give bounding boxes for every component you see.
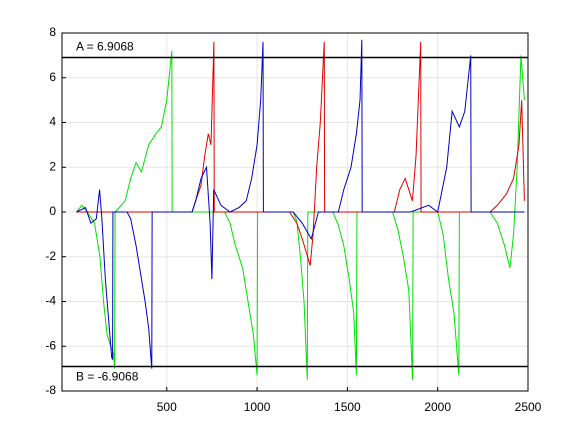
data-line (76, 50, 525, 380)
x-tick-label: 500 (157, 400, 177, 414)
data-line (76, 41, 525, 266)
y-tick-label: 8 (49, 25, 56, 39)
y-tick-label: -4 (45, 294, 56, 308)
y-tick-label: -8 (45, 383, 56, 397)
y-tick-label: -6 (45, 338, 56, 352)
x-tick-label: 2000 (424, 400, 451, 414)
axes-box (61, 32, 529, 392)
y-tick-label: -2 (45, 249, 56, 263)
x-tick-label: 2500 (515, 400, 542, 414)
x-tick-label: 1500 (334, 400, 361, 414)
y-tick-label: 6 (49, 70, 56, 84)
data-line (76, 39, 525, 369)
y-tick-label: 0 (49, 204, 56, 218)
y-tick-label: 4 (49, 115, 56, 129)
x-tick-label: 1000 (244, 400, 271, 414)
y-tick-label: 2 (49, 159, 56, 173)
threshold-label: A = 6.9068 (76, 40, 134, 54)
threshold-label: B = -6.9068 (76, 370, 139, 384)
